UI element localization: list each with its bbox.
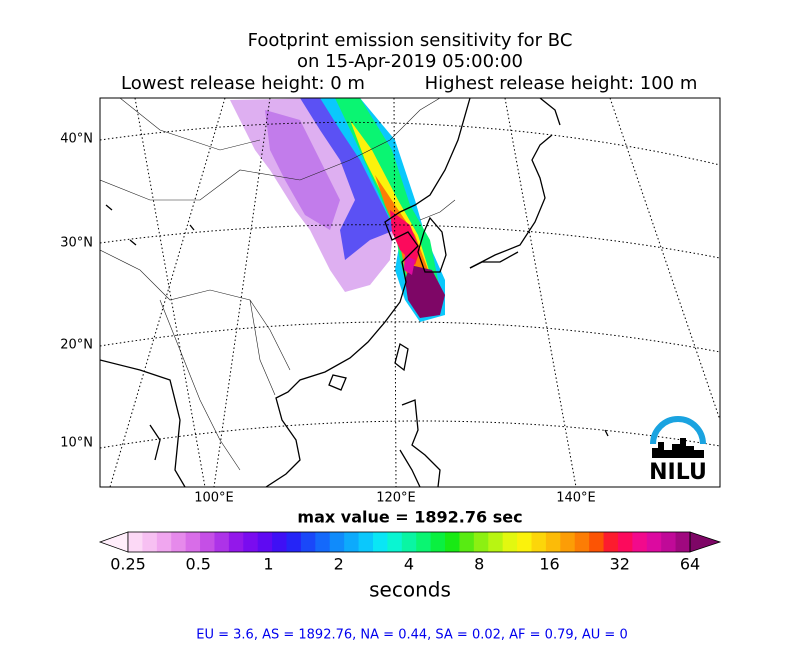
colorbar-segment	[560, 532, 576, 552]
lat-label: 10°N	[60, 436, 93, 451]
colorbar-segment	[473, 532, 489, 552]
colorbar-segment	[200, 532, 215, 552]
colorbar-segment	[214, 532, 230, 552]
colorbar-segment	[589, 532, 605, 552]
colorbar-segment	[128, 532, 143, 552]
colorbar-segment	[387, 532, 403, 552]
colorbar-segment	[632, 532, 648, 552]
lowest-release: Lowest release height: 0 m	[121, 73, 365, 94]
title: Footprint emission sensitivity for BC	[248, 30, 573, 51]
colorbar-segment	[286, 532, 302, 552]
colorbar-segment	[661, 532, 677, 552]
colorbar-segment	[243, 532, 259, 552]
map-frame	[99, 97, 721, 488]
colorbar-segment	[416, 532, 432, 552]
logo: NILU	[649, 416, 707, 485]
max-value: max value = 1892.76 sec	[297, 508, 522, 527]
colorbar-segment	[156, 532, 172, 552]
plume	[230, 98, 445, 322]
colorbar-segment	[171, 532, 187, 552]
map: NILU	[100, 98, 720, 487]
colorbar-tick-label: 8	[474, 555, 484, 574]
colorbar-segment	[617, 532, 633, 552]
coastlines	[100, 98, 609, 487]
colorbar-tick-label: 4	[404, 555, 414, 574]
colorbar-segment	[502, 532, 518, 552]
colorbar-segment	[272, 532, 288, 552]
colorbar-segment	[430, 532, 446, 552]
lat-label: 20°N	[60, 338, 93, 353]
lat-label: 30°N	[60, 236, 93, 251]
colorbar-segment	[142, 532, 158, 552]
colorbar-label: seconds	[369, 578, 451, 602]
colorbar-segment	[315, 532, 331, 552]
logo-text: NILU	[649, 460, 707, 485]
footer: EU = 3.6, AS = 1892.76, NA = 0.44, SA = …	[196, 628, 627, 643]
colorbar-segment	[517, 532, 532, 552]
colorbar-segment	[545, 532, 561, 552]
colorbar-tick-label: 0.25	[110, 555, 146, 574]
colorbar-segment	[185, 532, 201, 552]
colorbar-segment	[646, 532, 662, 552]
colorbar-segment	[401, 532, 417, 552]
colorbar-segment	[300, 532, 316, 552]
colorbar-segment	[459, 532, 475, 552]
colorbar-frame	[127, 531, 691, 553]
colorbar-segment	[675, 532, 691, 552]
colorbar-segment	[358, 532, 374, 552]
colorbar-tick-label: 16	[539, 555, 559, 574]
highest-release: Highest release height: 100 m	[425, 73, 698, 94]
colorbar-tick-label: 32	[610, 555, 630, 574]
colorbar-segment	[257, 532, 273, 552]
colorbar: 0.25 0.5 1 2 4 8 16 32 64	[98, 531, 722, 574]
lon-label: 120°E	[376, 491, 416, 506]
lon-label: 100°E	[194, 491, 234, 506]
colorbar-tick-label: 64	[680, 555, 700, 574]
colorbar-segment	[329, 532, 345, 552]
title-date: on 15-Apr-2019 05:00:00	[297, 51, 523, 72]
colorbar-segment	[228, 532, 244, 552]
colorbar-segment	[344, 532, 360, 552]
colorbar-segment	[445, 532, 460, 552]
colorbar-tick-label: 0.5	[186, 555, 211, 574]
colorbar-segment	[603, 532, 619, 552]
graticule	[100, 98, 720, 487]
lat-label: 40°N	[60, 132, 93, 147]
colorbar-tick-label: 1	[263, 555, 273, 574]
colorbar-segment	[488, 532, 504, 552]
colorbar-tick-label: 2	[334, 555, 344, 574]
colorbar-segment	[372, 532, 388, 552]
lon-label: 140°E	[556, 491, 596, 506]
borders	[100, 98, 456, 471]
colorbar-segment	[574, 532, 590, 552]
colorbar-segment	[531, 532, 547, 552]
